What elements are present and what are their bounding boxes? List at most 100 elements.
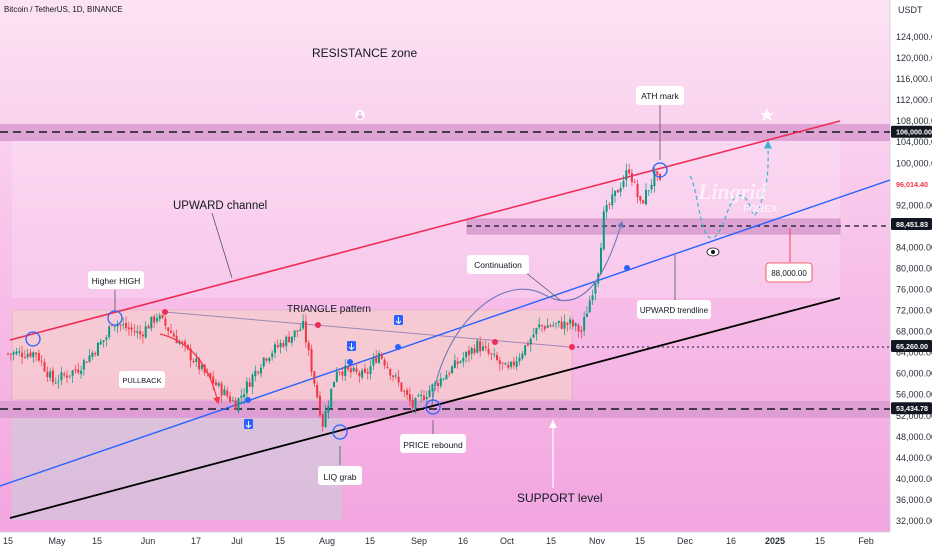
candle-body xyxy=(153,316,156,323)
price-tag-box xyxy=(891,340,932,353)
time-tick-label: Jul xyxy=(231,536,243,546)
candle-body xyxy=(358,372,361,377)
candle-body xyxy=(94,353,97,355)
candle-body xyxy=(369,366,372,375)
candle-body xyxy=(481,346,484,351)
candle-body xyxy=(540,325,543,326)
candle-body xyxy=(363,368,366,373)
candle-body xyxy=(88,355,91,362)
time-tick-label: 15 xyxy=(815,536,825,546)
candle-body xyxy=(99,341,102,345)
candle-body xyxy=(574,323,577,326)
candle-body xyxy=(344,365,347,377)
symbol-title[interactable]: Bitcoin / TetherUS, 1D, BINANCE xyxy=(4,5,123,14)
candle-body xyxy=(23,357,26,358)
price-tag[interactable]: 88,451.83 xyxy=(891,218,932,231)
candle-body xyxy=(467,350,470,356)
event-markers xyxy=(244,108,774,429)
candle-body xyxy=(299,329,302,331)
red-dot-3 xyxy=(492,339,498,345)
candle-body xyxy=(498,360,501,365)
price-tick-label: 52,000.00 xyxy=(896,411,932,421)
ath-mark-label: ATH mark xyxy=(641,91,679,101)
candle-body xyxy=(51,370,54,383)
candle-body xyxy=(647,190,650,192)
resistance-zone-label: RESISTANCE zone xyxy=(312,46,417,60)
candle-body xyxy=(231,400,234,402)
candle-body xyxy=(526,343,529,346)
price-tag[interactable]: 53,434.78 xyxy=(891,402,932,415)
candle-body xyxy=(333,381,336,388)
swing-marker-2 xyxy=(107,310,123,326)
trend-dot-2 xyxy=(347,359,353,365)
trend-dot-4 xyxy=(624,265,630,271)
candle-body xyxy=(155,318,158,322)
candle-body xyxy=(245,381,248,394)
candle-body xyxy=(178,341,181,344)
price-tag[interactable]: 106,000.00 xyxy=(891,125,932,138)
candle-body xyxy=(68,375,71,377)
candle-body xyxy=(484,346,487,348)
candle-body xyxy=(192,360,195,363)
candle-body xyxy=(136,331,139,333)
time-tick-label: 15 xyxy=(546,536,556,546)
blue-trendline xyxy=(0,179,891,487)
candle-body xyxy=(310,348,313,372)
price-tick-label: 56,000.00 xyxy=(896,390,932,400)
swing-marker-3 xyxy=(332,424,348,440)
candle-body xyxy=(442,378,445,380)
candle-body xyxy=(184,341,187,345)
candle-body xyxy=(456,361,459,365)
candle-body xyxy=(7,353,9,355)
swing-marker-4 xyxy=(425,399,441,415)
candle-body xyxy=(383,359,386,366)
candle-body xyxy=(144,326,147,338)
currency-label[interactable]: USDT xyxy=(898,5,923,15)
continuation-label: Continuation xyxy=(474,260,522,270)
red-dot-4 xyxy=(569,344,575,350)
candle-body xyxy=(650,184,653,190)
candle-body xyxy=(580,330,583,332)
candle-body xyxy=(577,324,580,332)
price-tag[interactable]: 96,014.40 xyxy=(891,178,932,191)
candle-body xyxy=(614,190,617,196)
candle-body xyxy=(91,352,94,357)
time-tick-label: Aug xyxy=(319,536,335,546)
price-rebound-callout: PRICE rebound xyxy=(400,434,466,453)
price-tag-label: 106,000.00 xyxy=(896,128,932,137)
candle-body xyxy=(37,353,40,361)
time-tick-label: 16 xyxy=(726,536,736,546)
candle-body xyxy=(234,400,237,410)
candle-body xyxy=(611,194,614,206)
candle-body xyxy=(21,352,24,357)
price-tag[interactable]: 65,260.00 xyxy=(891,340,932,353)
upward-trendline-callout: UPWARD trendline xyxy=(637,300,711,319)
candle-body xyxy=(212,376,215,384)
candle-body xyxy=(518,357,521,362)
price-axis-background xyxy=(890,0,932,550)
candle-body xyxy=(366,371,369,374)
price-tick-label: 120,000.00 xyxy=(896,53,932,63)
candle-body xyxy=(476,340,479,353)
time-tick-label: 15 xyxy=(365,536,375,546)
channel-top-line xyxy=(9,120,841,341)
candle-body xyxy=(408,394,411,401)
candle-body xyxy=(217,383,220,386)
candle-body xyxy=(12,352,15,355)
time-tick-label: 15 xyxy=(635,536,645,546)
candle-body xyxy=(431,384,434,392)
candle-body xyxy=(158,315,161,320)
candle-body xyxy=(313,371,316,384)
candles-group xyxy=(7,163,662,432)
candle-body xyxy=(223,389,226,396)
watermark-logo: Lingrid xyxy=(697,179,767,204)
candle-body xyxy=(279,343,282,348)
candle-body xyxy=(380,353,383,359)
candle-body xyxy=(459,361,462,363)
candle-body xyxy=(394,375,397,377)
candle-body xyxy=(414,398,417,410)
candle-body xyxy=(77,369,80,373)
candle-body xyxy=(302,320,305,329)
candle-body xyxy=(524,345,527,355)
